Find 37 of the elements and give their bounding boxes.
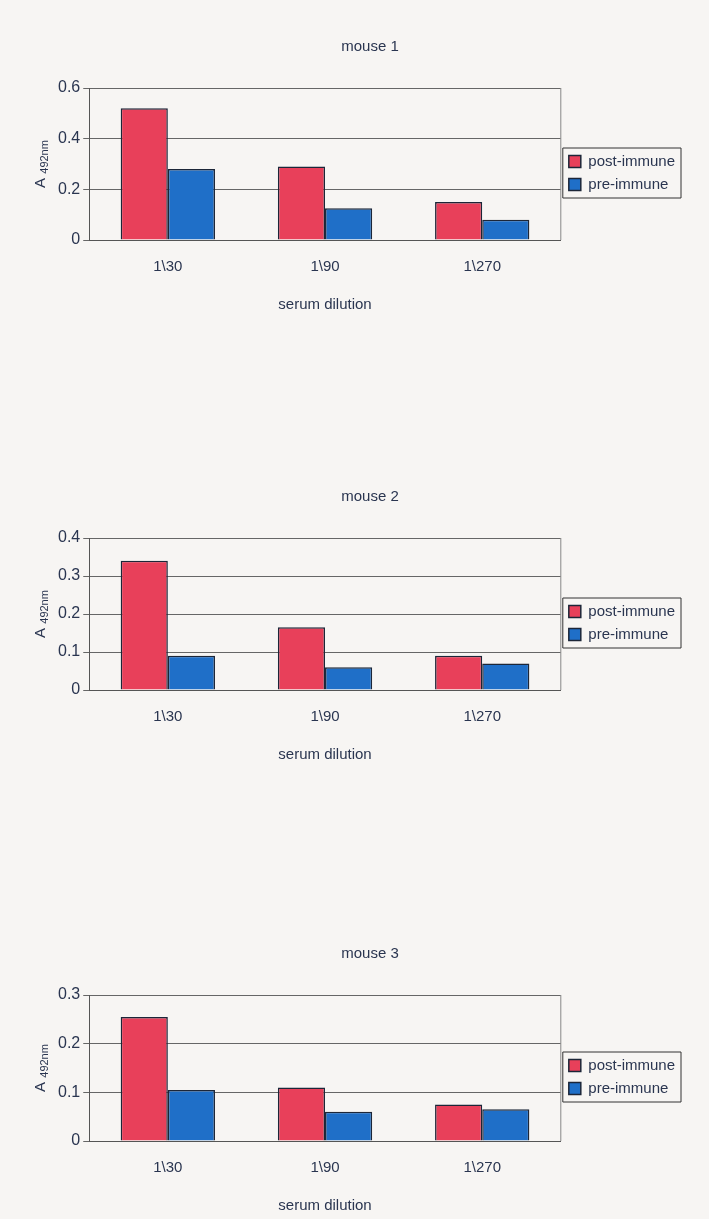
x-tick-label: 1\90 [310,1158,340,1176]
x-tick-label: 1\270 [463,1158,501,1176]
x-axis-title: serum dilution [278,1196,372,1214]
x-tick-label: 1\30 [153,257,183,275]
x-tick-label: 1\90 [310,707,340,725]
y-tick-label: 0.3 [57,985,81,1003]
y-tick-label: 0 [71,1131,81,1149]
y-axis-title: A 492nm [31,1044,51,1092]
y-axis-title: A 492nm [31,590,51,638]
y-tick-label: 0.2 [57,179,81,197]
y-tick-label: 0.4 [57,528,81,546]
y-tick-label: 0.6 [57,78,81,96]
y-axis-title: A 492nm [31,140,51,188]
y-tick-label: 0.2 [57,604,81,622]
legend-label: pre-immune [588,624,669,642]
y-tick-label: 0.2 [57,1034,81,1052]
legend-label: post-immune [588,1055,676,1073]
x-tick-label: 1\270 [463,257,501,275]
legend-label: post-immune [588,151,676,169]
y-tick-label: 0.3 [57,566,81,584]
x-tick-label: 1\90 [310,257,340,275]
x-axis-title: serum dilution [278,295,372,313]
y-tick-label: 0.4 [57,129,81,147]
y-tick-label: 0 [71,230,81,248]
x-tick-label: 1\30 [153,1158,183,1176]
chart-title: mouse 1 [341,37,399,55]
chart-title: mouse 2 [341,487,399,505]
y-tick-label: 0 [71,680,81,698]
chart-title: mouse 3 [341,944,399,962]
legend-label: pre-immune [588,174,669,192]
y-tick-label: 0.1 [57,1082,81,1100]
legend-label: post-immune [588,601,676,619]
x-tick-label: 1\270 [463,707,501,725]
legend-label: pre-immune [588,1078,669,1096]
y-tick-label: 0.1 [57,642,81,660]
x-tick-label: 1\30 [153,707,183,725]
x-axis-title: serum dilution [278,745,372,763]
